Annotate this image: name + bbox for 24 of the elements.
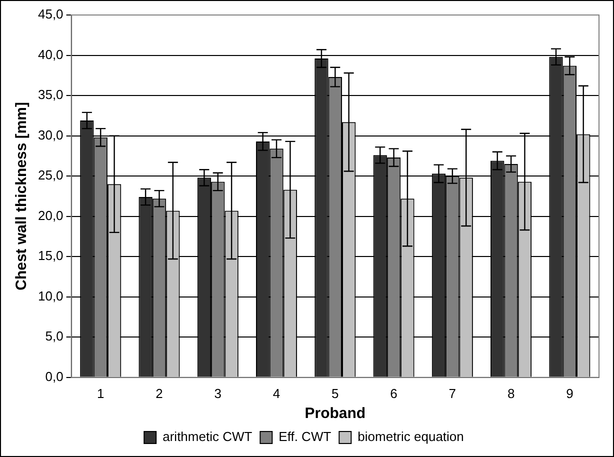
y-axis-title: Chest wall thickness [mm] xyxy=(13,102,30,290)
y-tick-label: 0,0 xyxy=(45,368,64,384)
y-tick-label: 30,0 xyxy=(38,127,64,142)
legend-label: Eff. CWT xyxy=(278,429,332,444)
legend-label: arithmetic CWT xyxy=(162,429,252,444)
legend-label: biometric equation xyxy=(358,429,464,444)
y-tick-label: 15,0 xyxy=(38,248,64,264)
x-tick-label: 5 xyxy=(332,386,339,401)
y-tick-label: 45,0 xyxy=(38,6,64,22)
x-tick-label: 6 xyxy=(390,386,398,401)
x-tick-label: 2 xyxy=(156,386,163,401)
x-tick-label: 7 xyxy=(448,386,456,401)
y-tick-label: 40,0 xyxy=(38,46,64,62)
x-tick-label: 1 xyxy=(97,386,104,401)
x-tick-label: 9 xyxy=(566,386,574,401)
x-tick-label: 4 xyxy=(272,386,280,401)
x-axis-title: Proband xyxy=(304,405,366,422)
y-tick-label: 35,0 xyxy=(38,87,64,102)
y-tick-label: 5,0 xyxy=(45,328,64,344)
x-tick-label: 3 xyxy=(214,386,222,401)
y-tick-label: 20,0 xyxy=(38,208,64,223)
y-tick-label: 10,0 xyxy=(38,288,64,304)
x-tick-label: 8 xyxy=(507,386,515,401)
y-tick-label: 25,0 xyxy=(38,168,64,183)
